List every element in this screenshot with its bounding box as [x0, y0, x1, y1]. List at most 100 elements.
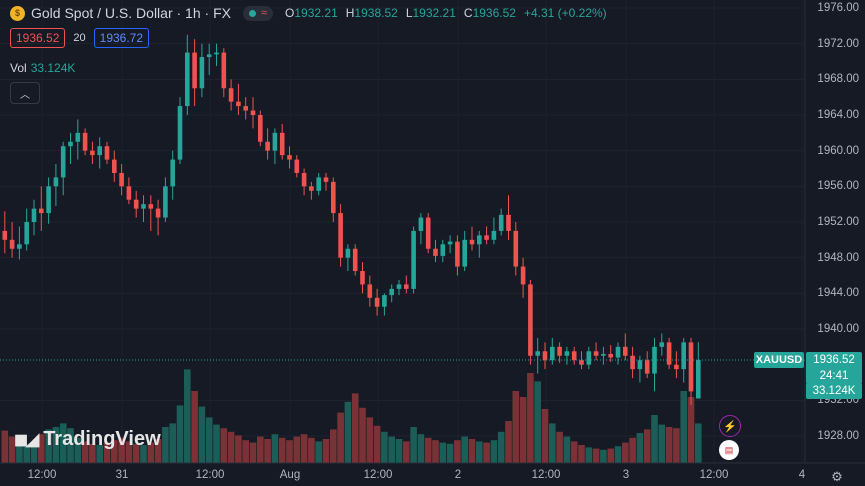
chart-grid — [0, 7, 805, 437]
change-value: +4.31 (+0.22%) — [523, 6, 607, 20]
volume-bar — [570, 441, 578, 463]
candle-body — [31, 208, 37, 222]
low-label: L — [405, 6, 413, 20]
candle-body — [250, 110, 256, 115]
candle-body — [236, 101, 241, 107]
candle-body — [623, 346, 628, 356]
candle-body — [243, 106, 248, 111]
volume-bar — [337, 412, 344, 463]
candle-body — [206, 54, 212, 58]
volume-bar — [505, 421, 512, 463]
volume-bar — [592, 448, 600, 463]
candle-body — [294, 159, 300, 173]
volume-bar — [461, 436, 468, 463]
candle-body — [557, 346, 562, 356]
candle-body — [119, 172, 124, 187]
volume-bar — [67, 428, 74, 463]
us-flag-icon[interactable]: ▤ — [719, 440, 739, 460]
volume-bar — [286, 440, 293, 463]
volume-bar — [476, 441, 483, 463]
symbol-title[interactable]: Gold Spot / U.S. Dollar · 1h · FX — [31, 5, 231, 21]
volume-bar — [249, 442, 257, 463]
price-tick-label: 1968.00 — [817, 73, 859, 86]
gold-coin-icon: $ — [10, 5, 25, 21]
volume-bar — [600, 449, 607, 463]
candle-body — [126, 186, 132, 200]
candle-body — [199, 57, 205, 89]
volume-bar — [439, 442, 447, 463]
last-price-value: 1936.52 — [813, 354, 855, 366]
candle-body — [2, 230, 8, 240]
spread-value: 20 — [73, 32, 86, 44]
volume-bar — [381, 431, 388, 463]
close-label: C — [463, 6, 473, 20]
volume-bar — [585, 447, 593, 463]
price-tick-label: 1964.00 — [817, 109, 859, 121]
tradingview-logo[interactable]: ◼◢ TradingView — [14, 428, 161, 451]
volume-bar — [162, 427, 169, 463]
high-value: 1938.52 — [354, 6, 398, 20]
volume-bar — [424, 437, 432, 463]
volume-label: Vol — [10, 61, 27, 75]
market-status[interactable]: ≈ — [242, 5, 274, 21]
candle-body — [688, 342, 694, 392]
candle-body — [433, 248, 438, 256]
candle-body — [221, 52, 227, 89]
candle-body — [615, 346, 621, 358]
candle-body — [214, 52, 219, 55]
time-tick-label: Aug — [279, 469, 301, 481]
wave-icon: ≈ — [260, 7, 268, 19]
candle-body — [155, 208, 161, 218]
bar-countdown: 24:41 — [819, 370, 849, 382]
candle-body — [338, 213, 343, 258]
volume-bar — [527, 373, 534, 463]
time-tick-label: 12:00 — [195, 469, 225, 481]
volume-bar — [410, 427, 417, 463]
candle-body — [133, 199, 139, 209]
volume-bar — [403, 441, 410, 463]
candle-body — [228, 88, 234, 102]
volume-bar — [198, 406, 206, 463]
price-tick-label: 1944.00 — [817, 287, 859, 300]
candle-body — [571, 351, 577, 361]
volume-bar — [81, 441, 89, 463]
gear-icon[interactable]: ⚙ — [831, 469, 843, 484]
buy-button[interactable]: 1936.72 — [93, 28, 150, 48]
volume-bar — [89, 443, 96, 463]
candle-body — [637, 360, 643, 370]
volume-bar — [556, 431, 563, 463]
volume-bar — [16, 440, 23, 463]
candle-body — [579, 360, 584, 365]
time-tick-label: 4 — [798, 469, 806, 481]
volume-bar — [140, 445, 147, 463]
volume-bar — [176, 405, 184, 463]
candle-body — [696, 360, 701, 399]
candle-body — [498, 214, 504, 231]
candle-body — [265, 141, 270, 151]
candle-body — [90, 150, 95, 156]
volume-bar — [388, 436, 395, 463]
tradingview-logo-text: TradingView — [43, 428, 161, 450]
volume-bar — [366, 417, 374, 463]
candle-body — [630, 355, 635, 370]
candle-body — [148, 204, 154, 209]
volume-bar — [45, 429, 52, 463]
volume-legend: Vol 33.124K — [10, 61, 75, 75]
candle-body — [68, 141, 73, 147]
candle-body — [360, 271, 365, 285]
volume-bar — [497, 431, 505, 463]
market-open-icon — [248, 9, 256, 17]
volume-bar — [264, 439, 271, 463]
volume-bar — [74, 437, 82, 463]
candle-body — [97, 146, 102, 156]
time-tick-label: 31 — [115, 469, 129, 481]
volume-bar — [191, 391, 198, 463]
sell-button[interactable]: 1936.52 — [10, 28, 66, 48]
collapse-legend-button[interactable]: ︿ — [10, 82, 40, 104]
volume-bar — [38, 434, 45, 463]
lightning-icon[interactable]: ⚡ — [719, 415, 741, 437]
price-tick-label: 1960.00 — [817, 144, 859, 157]
volume-bar — [227, 431, 235, 463]
volume-bar — [1, 430, 9, 463]
